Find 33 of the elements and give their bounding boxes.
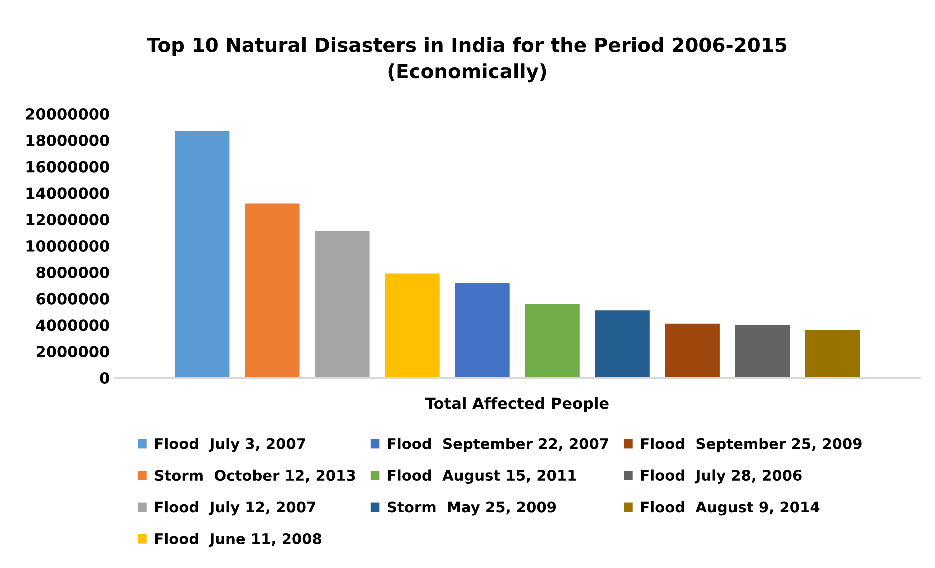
legend-label: Flood September 22, 2007 bbox=[388, 438, 608, 452]
bar bbox=[385, 274, 440, 378]
y-tick-label: 14000000 bbox=[26, 188, 110, 200]
legend-label: Storm May 25, 2009 bbox=[388, 502, 556, 516]
y-tick-label: 20000000 bbox=[26, 108, 110, 120]
x-tick-label: Total Affected People bbox=[426, 397, 609, 412]
bar bbox=[595, 310, 650, 378]
bar bbox=[315, 231, 370, 378]
legend-label: Flood August 9, 2014 bbox=[641, 501, 820, 516]
legend-label: Flood July 12, 2007 bbox=[156, 501, 316, 516]
y-tick-label: 4000000 bbox=[36, 320, 110, 332]
bar bbox=[735, 325, 790, 378]
legend-label: Flood June 11, 2008 bbox=[156, 533, 322, 548]
legend-label: Flood August 15, 2011 bbox=[388, 470, 576, 484]
legend-label: Flood July 28, 2006 bbox=[641, 470, 802, 484]
y-tick-label: 8000000 bbox=[36, 266, 110, 278]
chart-title: Top 10 Natural Disasters in India for the Period 2006-2015 (Economically) bbox=[147, 37, 787, 83]
y-tick-label: 10000000 bbox=[26, 240, 110, 252]
y-tick-label: 18000000 bbox=[26, 134, 110, 146]
bar bbox=[174, 131, 230, 378]
bar bbox=[455, 282, 510, 378]
y-tick-label: 16000000 bbox=[26, 161, 110, 173]
legend-label: Flood September 25, 2009 bbox=[641, 438, 862, 452]
y-tick-label: 6000000 bbox=[36, 293, 110, 305]
legend-label: Storm October 12, 2013 bbox=[155, 470, 356, 484]
bar bbox=[805, 330, 860, 378]
y-tick-label: 2000000 bbox=[36, 346, 110, 358]
bar bbox=[665, 324, 720, 378]
bar bbox=[245, 204, 300, 378]
y-tick-label: 12000000 bbox=[26, 214, 110, 226]
legend-label: Flood July 3, 2007 bbox=[156, 438, 306, 452]
y-tick-label: 0 bbox=[100, 372, 110, 384]
bar bbox=[525, 304, 580, 378]
